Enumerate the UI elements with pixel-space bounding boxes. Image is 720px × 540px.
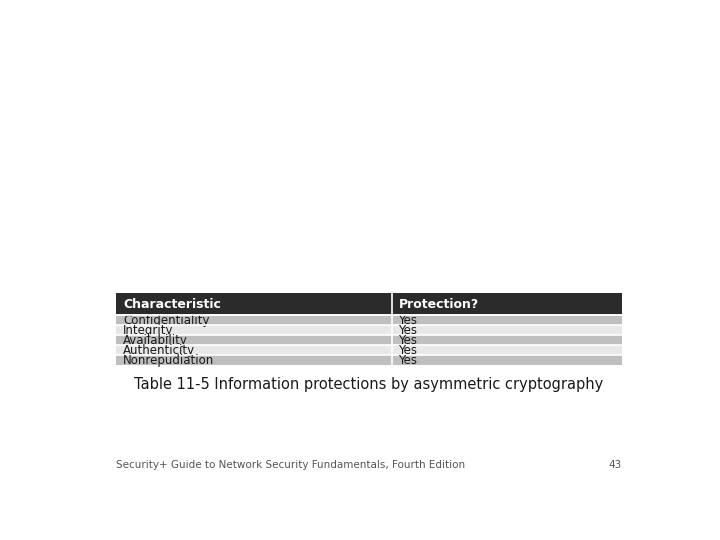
- Text: 43: 43: [608, 460, 622, 470]
- Bar: [116, 345, 622, 355]
- Bar: [116, 325, 622, 335]
- Text: Availability: Availability: [123, 334, 188, 347]
- Text: Yes: Yes: [398, 334, 418, 347]
- Text: Characteristic: Characteristic: [123, 298, 221, 311]
- Bar: [116, 294, 622, 315]
- Text: Yes: Yes: [398, 323, 418, 336]
- Text: Security+ Guide to Network Security Fundamentals, Fourth Edition: Security+ Guide to Network Security Fund…: [116, 460, 465, 470]
- Bar: [116, 335, 622, 345]
- Text: Nonrepudiation: Nonrepudiation: [123, 354, 214, 367]
- Text: Authenticity: Authenticity: [123, 343, 195, 356]
- Text: Yes: Yes: [398, 354, 418, 367]
- Text: Table 11-5 Information protections by asymmetric cryptography: Table 11-5 Information protections by as…: [135, 377, 603, 392]
- Text: Protection?: Protection?: [398, 298, 479, 311]
- Text: Yes: Yes: [398, 343, 418, 356]
- Text: Confidentiality: Confidentiality: [123, 314, 210, 327]
- Bar: [116, 355, 622, 365]
- Bar: [116, 315, 622, 325]
- Text: Yes: Yes: [398, 314, 418, 327]
- Text: Integrity: Integrity: [123, 323, 174, 336]
